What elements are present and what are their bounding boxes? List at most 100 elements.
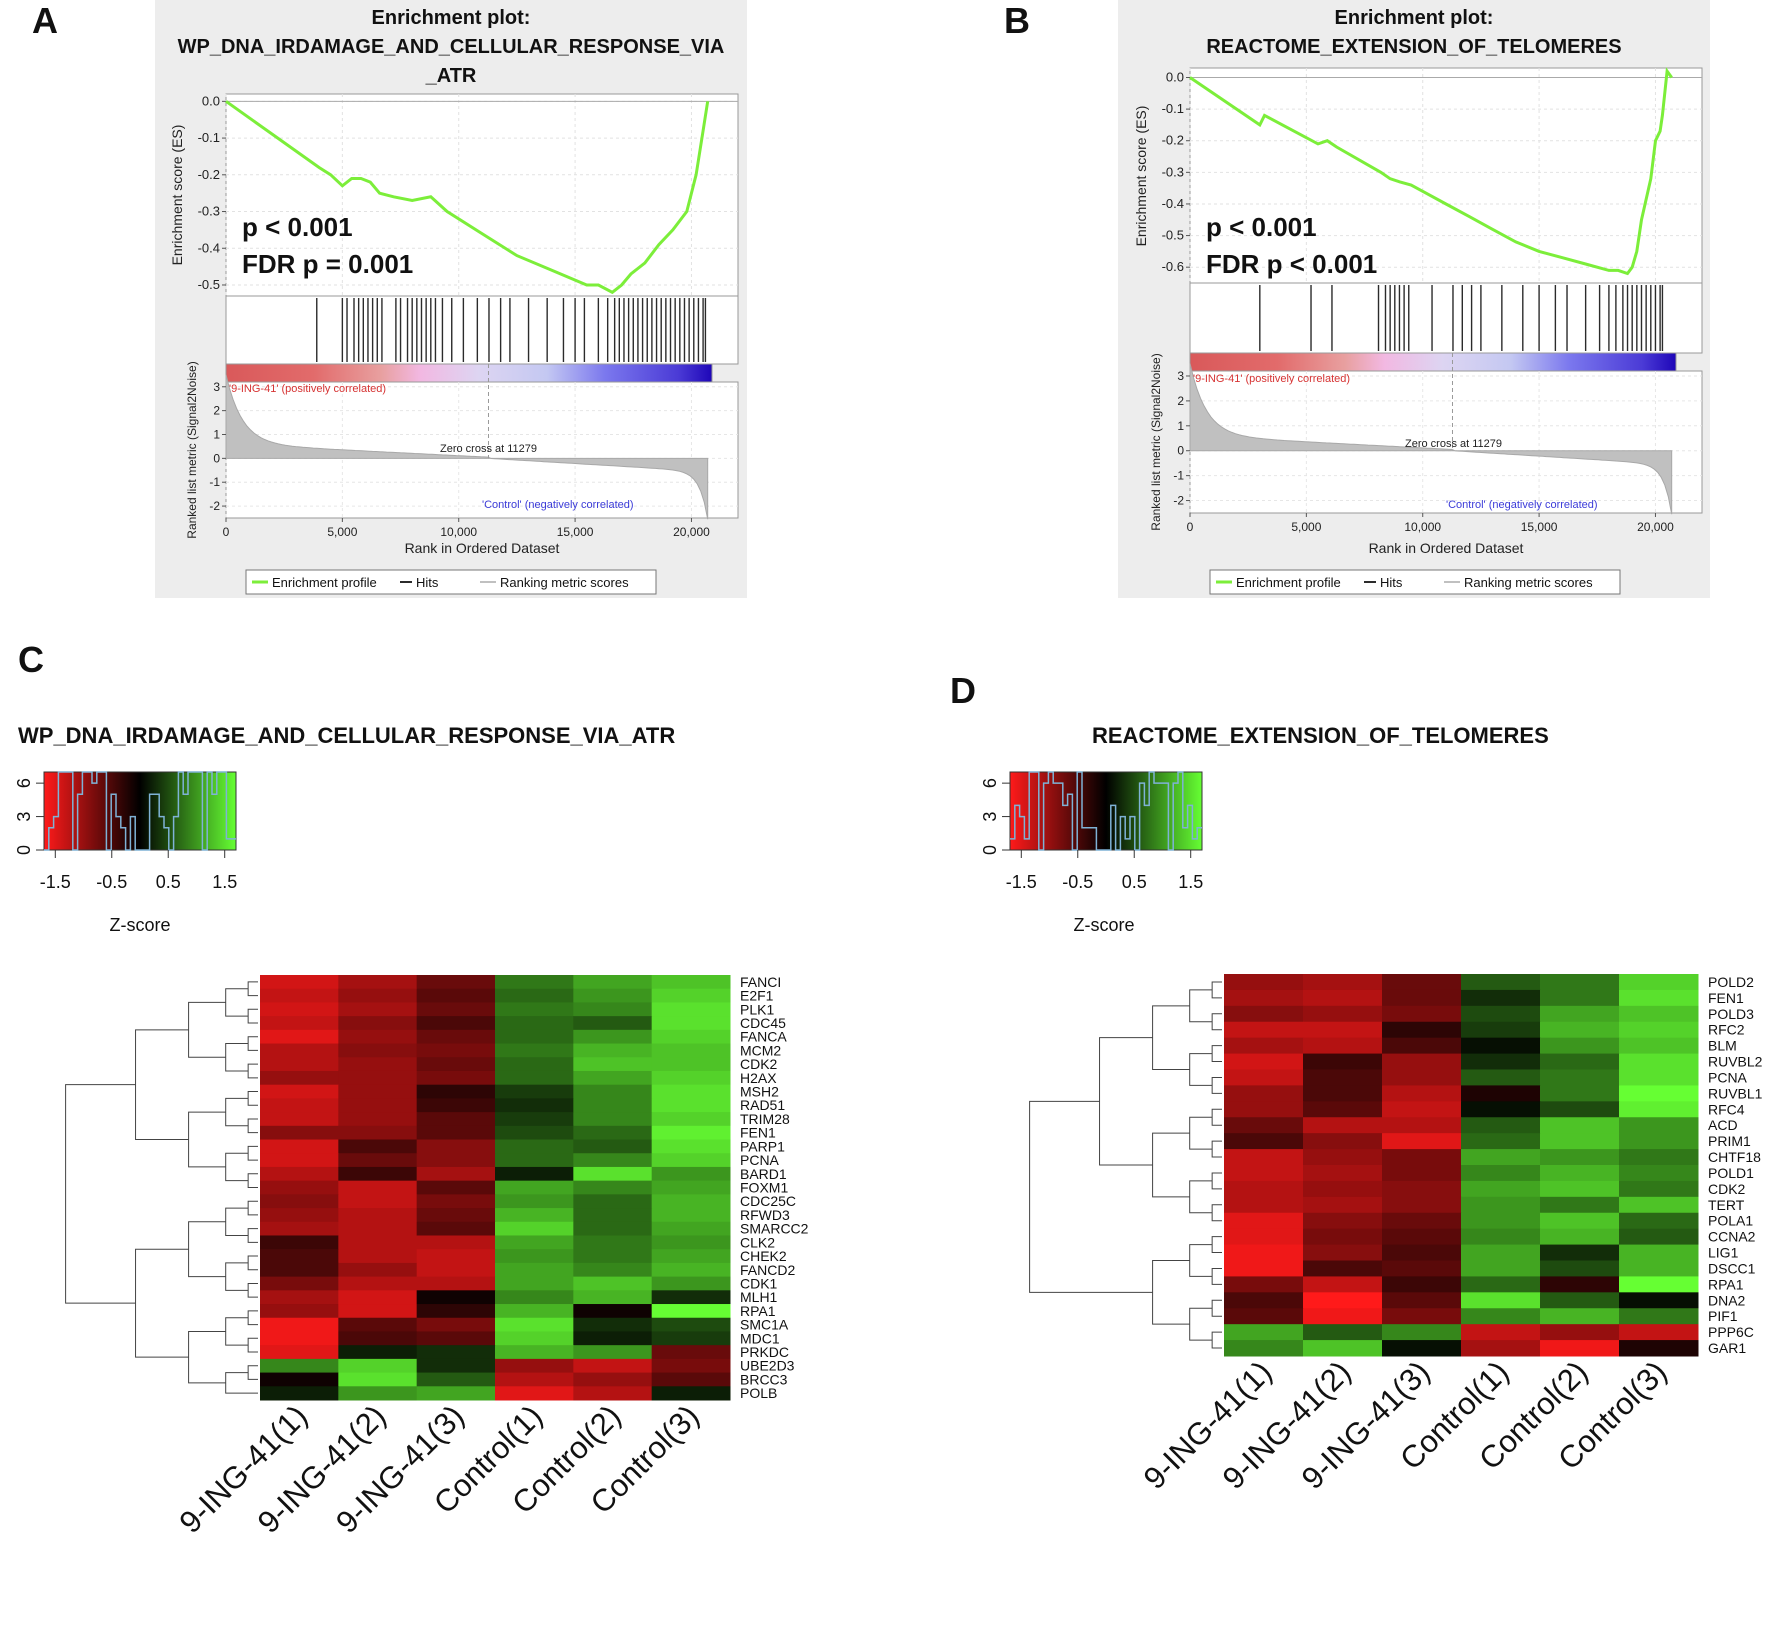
panel-a-xticks: 0 5,000 10,000 15,000 20,000 — [223, 518, 710, 539]
heatmap-cell — [651, 1125, 731, 1141]
dendrogram-branch — [247, 1255, 258, 1271]
es-ytick-label: -0.4 — [1162, 196, 1184, 211]
panel-d-title: REACTOME_EXTENSION_OF_TELOMERES — [1092, 723, 1549, 748]
heatmap-cell — [260, 1249, 339, 1264]
dendrogram-branch — [1189, 1180, 1213, 1214]
heatmap-cell — [573, 1043, 653, 1058]
heatmap-cell — [651, 1304, 731, 1319]
es-ytick-label: -0.1 — [1162, 101, 1184, 116]
heatmap-cell — [1461, 1212, 1541, 1230]
panel-b-legend-ranking: Ranking metric scores — [1464, 575, 1593, 590]
heatmap-cell — [495, 1317, 574, 1332]
heatmap-cell — [573, 1372, 653, 1387]
rank-ytick-label: 1 — [1177, 419, 1184, 433]
panel-a-hits — [316, 298, 707, 362]
panel-a-es-curve — [225, 100, 710, 295]
panel-a-p-value: p < 0.001 — [242, 212, 353, 242]
heatmap-cell — [495, 1235, 574, 1250]
gene-label: RPA1 — [1708, 1276, 1744, 1292]
heatmap-cell — [1224, 1085, 1304, 1102]
heatmap-cell — [338, 1194, 418, 1209]
heatmap-cell — [495, 1002, 574, 1017]
gene-label: SMARCC2 — [740, 1221, 809, 1237]
panel-a-ranking-metric — [225, 374, 709, 520]
panel-b: B Enrichment plot: REACTOME_EXTENSION_OF… — [1004, 0, 1710, 598]
heatmap-cell — [495, 1304, 574, 1319]
panel-a-zero-cross-label: Zero cross at 11279 — [440, 443, 537, 455]
panel-a-neg-label: 'Control' (negatively correlated) — [482, 499, 634, 511]
heatmap-cell — [416, 1194, 496, 1209]
heatmap-cell — [651, 1084, 731, 1099]
heatmap-cell — [573, 1125, 653, 1141]
heatmap-cell — [260, 1057, 339, 1072]
heatmap-cell — [1382, 1117, 1462, 1134]
heatmap-cell — [495, 1208, 574, 1223]
gene-label: POLD2 — [1708, 974, 1754, 990]
panel-a-fdr: FDR p = 0.001 — [242, 249, 413, 279]
panel-a-rank-colorbar — [225, 363, 713, 383]
heatmap-cell — [573, 1098, 653, 1113]
heatmap-cell — [416, 1139, 496, 1154]
heatmap-cell — [573, 1194, 653, 1209]
rank-ytick-label: 3 — [1177, 369, 1184, 383]
heatmap-cell — [1540, 974, 1620, 991]
heatmap-cell — [573, 1358, 653, 1374]
panel-b-legend-profile: Enrichment profile — [1236, 575, 1341, 590]
heatmap-cell — [1303, 1340, 1383, 1357]
heatmap-cell — [338, 1290, 418, 1305]
heatmap-cell — [1382, 1101, 1462, 1118]
heatmap-cell — [1461, 1308, 1541, 1325]
heatmap-cell — [573, 1139, 653, 1154]
gene-label: FEN1 — [1708, 990, 1744, 1006]
heatmap-cell — [1540, 1005, 1620, 1023]
heatmap-cell — [338, 1016, 418, 1031]
panel-d-zscore-label: Z-score — [1073, 915, 1134, 935]
heatmap-cell — [1303, 1260, 1383, 1277]
heatmap-cell — [495, 1098, 574, 1113]
heatmap-cell — [260, 1372, 339, 1387]
heatmap-cell — [1461, 1165, 1541, 1182]
heatmap-cell — [1224, 1276, 1304, 1293]
panel-b-es-plot-area — [1189, 67, 1703, 284]
heatmap-cell — [1619, 1324, 1699, 1341]
heatmap-cell — [1540, 1085, 1620, 1102]
heatmap-cell — [260, 1290, 339, 1305]
gene-label: BLM — [1708, 1038, 1737, 1054]
heatmap-cell — [1224, 1005, 1304, 1023]
dendrogram-branch — [247, 1337, 258, 1353]
gene-label: FEN1 — [740, 1125, 776, 1141]
heatmap-cell — [1619, 1308, 1699, 1325]
panel-b-xticks: 0 5,000 10,000 15,000 20,000 — [1187, 513, 1674, 534]
gene-label: BRCC3 — [740, 1371, 788, 1387]
gene-label: RUVBL2 — [1708, 1054, 1763, 1070]
panel-b-title-line1: Enrichment plot: — [1335, 7, 1494, 29]
heatmap-cell — [1224, 1149, 1304, 1166]
gene-label: DNA2 — [1708, 1292, 1746, 1308]
heatmap-cell — [260, 1166, 339, 1182]
panel-c: C WP_DNA_IRDAMAGE_AND_CELLULAR_RESPONSE_… — [14, 639, 809, 1540]
heatmap-cell — [338, 1112, 418, 1127]
heatmap-cell — [1224, 1308, 1304, 1325]
heatmap-cell — [651, 1290, 731, 1305]
heatmap-cell — [1540, 1133, 1620, 1150]
panel-b-zero-cross-label: Zero cross at 11279 — [1405, 438, 1502, 450]
panel-b-fdr: FDR p < 0.001 — [1206, 249, 1377, 279]
panel-b-hits — [1259, 285, 1664, 351]
panel-d-color-key-axes: -1.5 -0.5 0.5 1.5 0 3 6 — [980, 778, 1203, 892]
heatmap-cell — [573, 1002, 653, 1017]
heatmap-cell — [1619, 1149, 1699, 1166]
key-ytick-label: 6 — [14, 778, 34, 788]
heatmap-cell — [416, 1276, 496, 1291]
heatmap-cell — [1303, 1101, 1383, 1118]
heatmap-cell — [338, 1331, 418, 1346]
dendrogram-branch — [1211, 1331, 1222, 1349]
panel-b-letter: B — [1004, 0, 1030, 41]
heatmap-cell — [1461, 1005, 1541, 1023]
heatmap-cell — [416, 1153, 496, 1168]
dendrogram-branch — [1152, 1005, 1190, 1070]
heatmap-cell — [573, 1029, 653, 1045]
heatmap-cell — [1224, 1292, 1304, 1309]
heatmap-cell — [1619, 1276, 1699, 1293]
heatmap-cell — [416, 1262, 496, 1278]
dendrogram-branch — [225, 1262, 249, 1291]
